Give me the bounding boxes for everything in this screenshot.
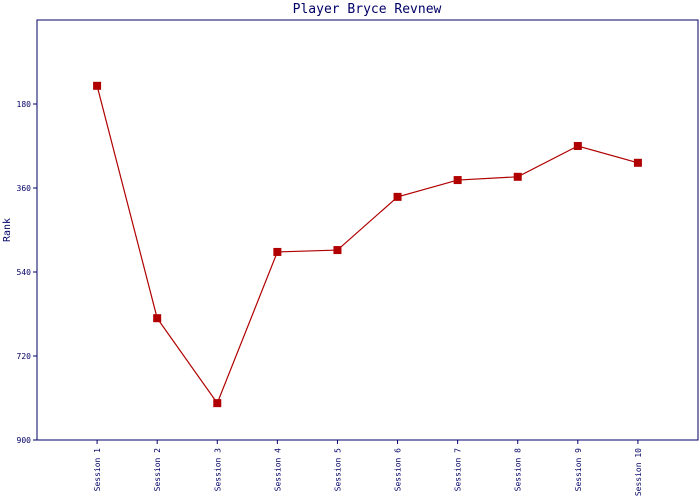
x-tick-label: Session 8 xyxy=(514,448,523,492)
marker xyxy=(273,247,282,256)
x-tick-label: Session 7 xyxy=(454,448,463,492)
x-tick-label: Session 4 xyxy=(273,448,282,492)
marker xyxy=(393,192,402,201)
x-tick-label: Session 9 xyxy=(574,448,583,492)
marker xyxy=(213,399,222,408)
plot-frame xyxy=(36,19,699,441)
y-tick-label: 540 xyxy=(17,268,32,277)
y-tick-label: 720 xyxy=(17,352,32,361)
x-tick-label: Session 5 xyxy=(333,448,342,492)
y-axis-label: Rank xyxy=(2,218,13,242)
marker xyxy=(453,176,462,185)
marker xyxy=(153,314,162,323)
marker xyxy=(573,142,582,150)
marker xyxy=(333,246,342,255)
x-tick-label: Session 1 xyxy=(93,448,102,492)
chart-title: Player Bryce Revnew xyxy=(293,2,442,17)
x-tick-label: Session 10 xyxy=(634,448,643,496)
x-tick-label: Session 6 xyxy=(394,448,403,492)
x-tick-label: Session 2 xyxy=(153,448,162,492)
line xyxy=(96,85,639,405)
marker xyxy=(633,158,642,167)
marker xyxy=(93,81,102,90)
marker xyxy=(513,172,522,181)
y-tick-label: 180 xyxy=(17,100,32,109)
x-tick-label: Session 3 xyxy=(213,448,222,492)
y-tick-label: 900 xyxy=(17,436,32,445)
y-tick-label: 360 xyxy=(17,184,32,193)
